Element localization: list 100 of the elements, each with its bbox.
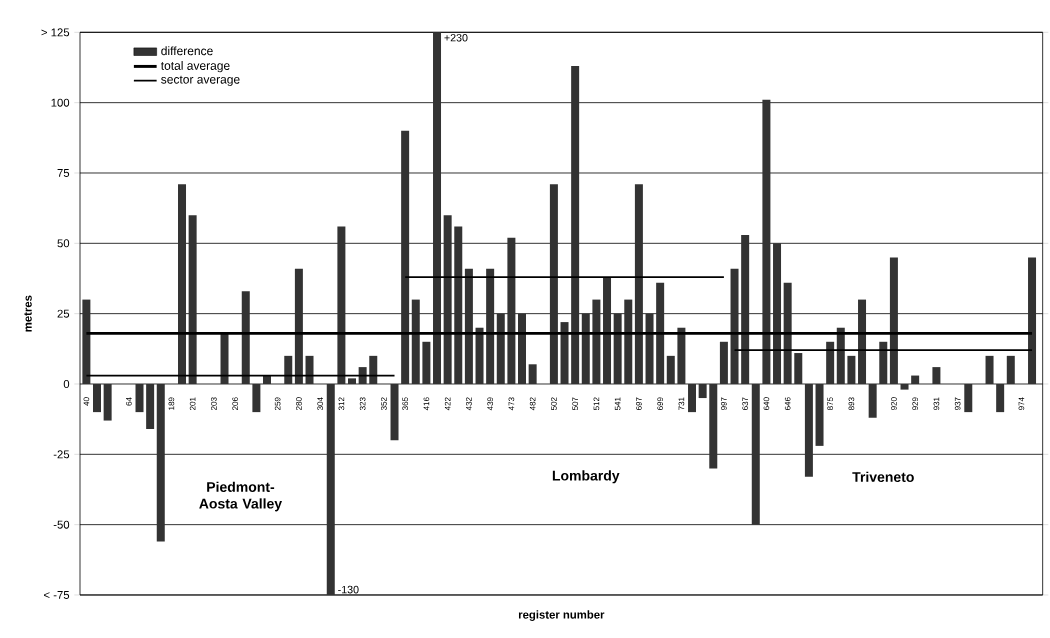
y-tick-label: 25 xyxy=(57,309,70,318)
annotation: -130 xyxy=(338,585,359,594)
x-tick-label: 541 xyxy=(614,397,621,411)
bar xyxy=(985,355,994,384)
bar xyxy=(964,383,973,413)
bar xyxy=(624,299,633,384)
x-tick-label: 416 xyxy=(423,397,430,411)
bar xyxy=(592,299,601,384)
bar xyxy=(337,226,346,384)
bar xyxy=(188,215,197,384)
bar xyxy=(868,383,877,418)
x-tick-label: 304 xyxy=(317,397,323,411)
bar xyxy=(496,313,505,384)
x-tick-label: 875 xyxy=(827,397,833,411)
x-tick-label: 323 xyxy=(359,397,366,411)
bar xyxy=(103,383,112,421)
bar xyxy=(294,268,303,384)
bar xyxy=(433,32,442,384)
bar xyxy=(241,291,250,384)
bar xyxy=(305,355,314,384)
bar xyxy=(698,383,707,399)
y-tick-label: -25 xyxy=(53,450,70,459)
bar xyxy=(518,313,527,384)
x-tick-label: 929 xyxy=(912,397,918,411)
x-tick-label: 189 xyxy=(168,397,175,410)
bar xyxy=(178,184,187,384)
bar xyxy=(932,367,941,384)
y-tick-label: < -75 xyxy=(44,591,70,599)
bar xyxy=(603,277,612,384)
bar xyxy=(826,341,835,384)
legend-label: sector average xyxy=(161,75,240,86)
x-tick-label: 699 xyxy=(657,397,663,411)
x-tick-label: 731 xyxy=(678,397,685,410)
bar xyxy=(549,184,558,384)
bar xyxy=(773,243,782,384)
y-tick-label: -50 xyxy=(53,520,70,529)
bar xyxy=(1028,257,1037,384)
bar xyxy=(464,268,473,384)
bar xyxy=(900,383,909,390)
annotation: Triveneto xyxy=(852,471,914,482)
bar xyxy=(858,299,867,384)
x-tick-label: 206 xyxy=(232,397,238,411)
bar xyxy=(656,282,665,384)
bar xyxy=(911,375,920,384)
bar xyxy=(252,383,261,413)
bar xyxy=(486,268,495,384)
bar xyxy=(581,313,590,384)
bar xyxy=(889,257,898,384)
bar xyxy=(82,299,91,384)
bar xyxy=(220,333,229,384)
annotation: Piedmont-Aosta Valley xyxy=(199,481,282,512)
x-tick-label: 997 xyxy=(721,397,727,411)
bar xyxy=(401,130,410,384)
y-axis-title: metres xyxy=(24,295,32,332)
x-tick-label: 512 xyxy=(593,397,600,411)
bar xyxy=(358,367,367,384)
x-tick-label: 482 xyxy=(529,397,536,411)
bar xyxy=(709,383,718,469)
x-tick-label: 893 xyxy=(848,397,855,411)
x-tick-label: 439 xyxy=(487,397,493,411)
bar xyxy=(783,282,792,384)
bar xyxy=(751,383,760,525)
bar xyxy=(613,313,622,384)
y-tick-label: 75 xyxy=(57,169,70,177)
bar xyxy=(263,375,272,384)
legend-label: difference xyxy=(161,46,213,56)
bar xyxy=(730,268,739,384)
x-tick-label: 473 xyxy=(508,397,515,411)
x-tick-label: 637 xyxy=(742,397,748,411)
bar xyxy=(804,383,813,477)
bar xyxy=(1006,355,1015,384)
bar xyxy=(146,383,155,429)
x-axis-title: register number xyxy=(518,610,605,621)
bar xyxy=(422,341,431,384)
bar xyxy=(634,184,643,384)
x-tick-label: 937 xyxy=(954,397,961,411)
x-tick-label: 40 xyxy=(83,397,90,406)
x-tick-label: 280 xyxy=(296,397,302,411)
bar xyxy=(93,383,102,413)
x-tick-label: 646 xyxy=(784,397,791,411)
x-tick-label: 203 xyxy=(211,397,217,411)
bar xyxy=(645,313,654,384)
bar xyxy=(741,234,750,384)
x-tick-label: 201 xyxy=(189,397,196,411)
bar xyxy=(348,378,357,384)
bar xyxy=(815,383,824,446)
bar xyxy=(475,327,484,384)
annotation: Lombardy xyxy=(552,470,620,484)
bar xyxy=(507,237,516,384)
y-tick-label: 100 xyxy=(51,98,70,107)
y-tick-label: > 125 xyxy=(41,28,70,37)
x-tick-label: 64 xyxy=(126,397,132,406)
x-tick-label: 974 xyxy=(1018,397,1025,411)
x-tick-label: 259 xyxy=(274,397,281,411)
x-tick-label: 502 xyxy=(551,397,557,411)
bar xyxy=(560,322,569,384)
bar xyxy=(284,355,293,384)
annotation: +230 xyxy=(444,33,468,42)
bar xyxy=(762,99,771,384)
bar xyxy=(879,341,888,384)
